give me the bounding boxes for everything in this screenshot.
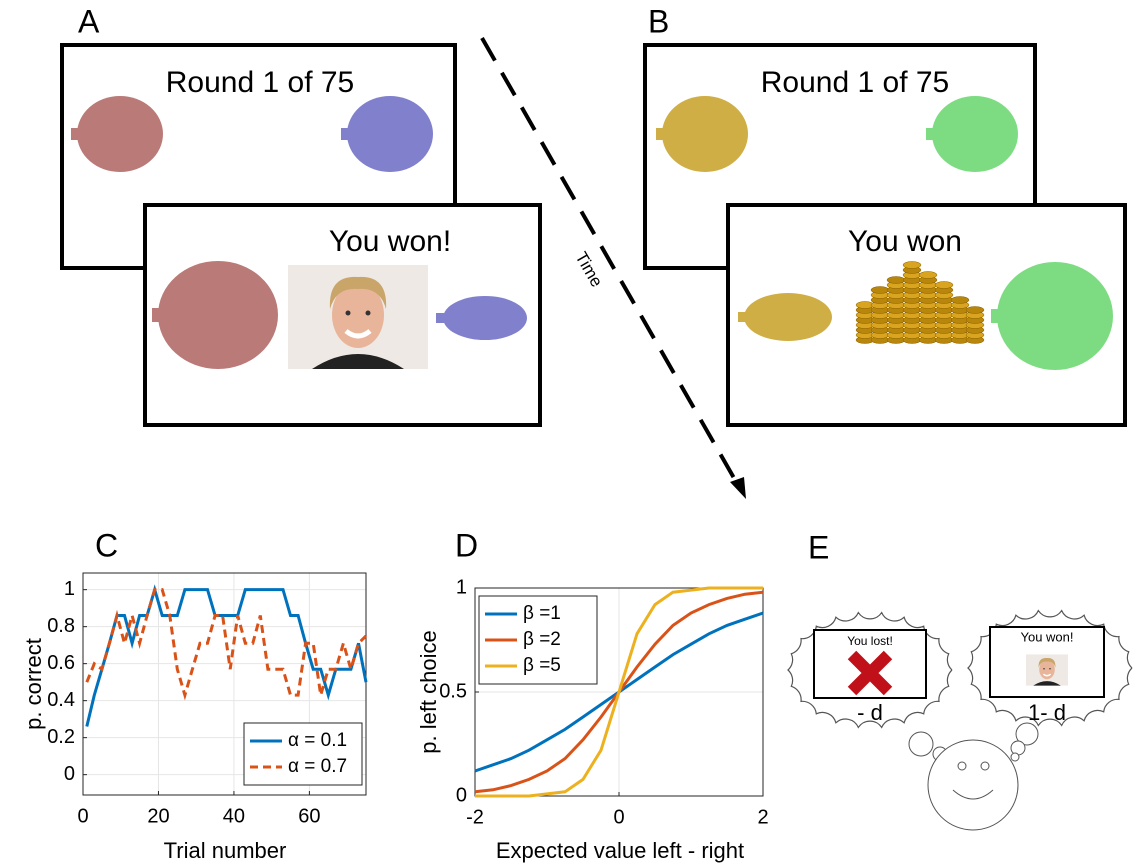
y-tick-label: 0	[456, 784, 467, 806]
y-tick-label: 0.8	[47, 615, 75, 637]
balloon	[443, 296, 527, 340]
screen-result: You won	[848, 225, 962, 258]
screen-result: You won!	[1020, 629, 1073, 644]
panel-label: C	[95, 527, 118, 563]
time-label: Time	[571, 249, 606, 291]
screen-title: Round 1 of 75	[761, 66, 949, 99]
panel-label: B	[648, 3, 669, 39]
coin	[887, 277, 905, 284]
screen-result: You won!	[329, 225, 451, 258]
x-axis-label: Expected value left - right	[496, 838, 744, 863]
face-photo	[288, 265, 428, 369]
smiley	[928, 740, 1018, 830]
y-axis-label: p. correct	[21, 638, 46, 730]
coin	[903, 262, 921, 269]
y-tick-label: 0	[64, 763, 75, 785]
coin	[919, 272, 937, 279]
x-tick-label: 0	[77, 805, 88, 827]
figure: A Round 1 of 75 You won! B Round 1 of 75…	[0, 0, 1146, 866]
arrow-head	[730, 477, 746, 499]
coin	[871, 287, 889, 294]
balloon	[158, 261, 278, 369]
y-axis-label: p. left choice	[416, 630, 441, 754]
legend-label: β =2	[523, 629, 561, 650]
y-tick-label: 1	[456, 576, 467, 598]
legend-label: α = 0.1	[288, 730, 347, 751]
y-tick-label: 0.6	[47, 652, 75, 674]
x-tick-label: -2	[466, 806, 484, 828]
coin	[935, 282, 953, 289]
thought-bubble	[909, 732, 933, 756]
panel-b: B Round 1 of 75 You won	[645, 3, 1125, 425]
balloon	[744, 293, 832, 341]
balloon	[997, 262, 1113, 370]
balloon	[662, 96, 748, 172]
balloon	[77, 96, 163, 172]
legend-label: β =5	[523, 655, 561, 676]
legend-label: α = 0.7	[288, 756, 347, 777]
panel-e: E You lost! - d You won! 1- d	[788, 529, 1132, 830]
caption: - d	[857, 700, 883, 725]
y-tick-label: 0.2	[47, 726, 75, 748]
x-tick-label: 40	[223, 805, 245, 827]
panel-a: A Round 1 of 75 You won!	[62, 3, 540, 425]
screen-result: You lost!	[847, 634, 893, 648]
balloon	[347, 96, 433, 172]
x-tick-label: 20	[147, 805, 169, 827]
x-tick-label: 60	[298, 805, 320, 827]
caption: 1- d	[1028, 700, 1066, 725]
y-tick-label: 0.4	[47, 689, 75, 711]
coin	[966, 307, 984, 314]
coins-photo	[850, 262, 988, 346]
y-tick-label: 0.5	[439, 680, 467, 702]
coin	[951, 297, 969, 304]
face-photo	[1026, 654, 1068, 685]
balloon	[932, 96, 1018, 172]
panel-label: D	[455, 527, 478, 563]
x-tick-label: 0	[613, 806, 624, 828]
x-axis-label: Trial number	[164, 838, 287, 863]
legend-label: β =1	[523, 603, 561, 624]
x-tick-label: 2	[757, 806, 768, 828]
panel-label: A	[78, 3, 100, 39]
y-tick-label: 1	[64, 578, 75, 600]
screen-title: Round 1 of 75	[166, 66, 354, 99]
panel-label: E	[808, 529, 829, 565]
